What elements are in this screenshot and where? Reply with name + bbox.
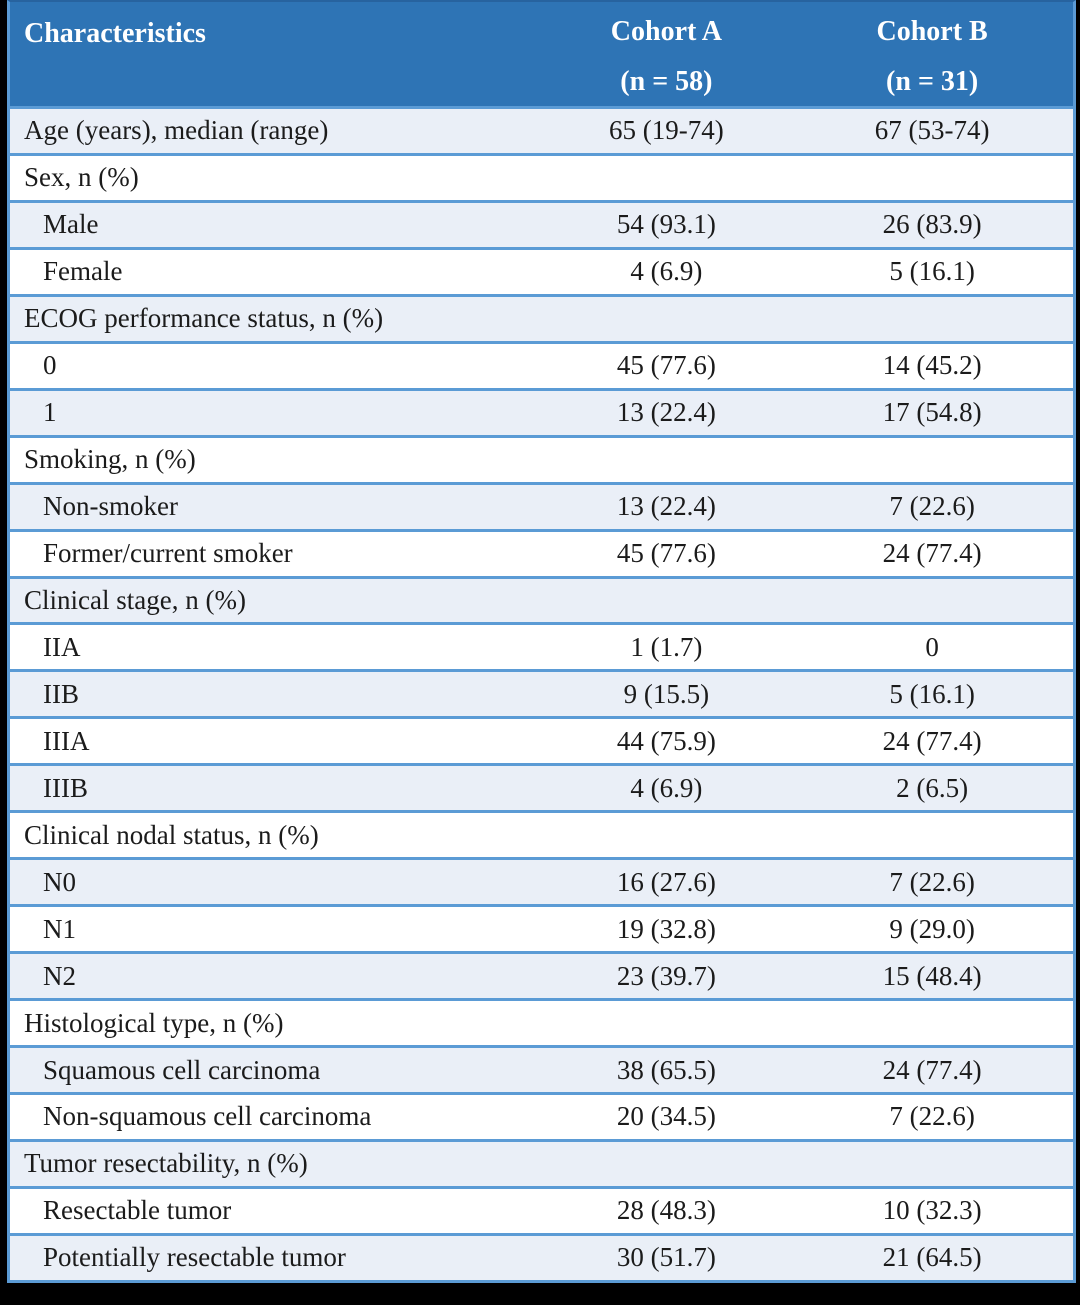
cohort-a-value: 16 (27.6) (616, 866, 716, 897)
cohort-a-value: 13 (22.4) (616, 397, 716, 428)
row-label: Clinical stage, n (%) (24, 585, 246, 615)
header-characteristics: Characteristics (24, 18, 206, 49)
table-header-row: Characteristics Cohort A (n = 58) Cohort… (10, 2, 1073, 106)
row-label: Non-squamous cell carcinoma (43, 1101, 372, 1132)
table-body: Age (years), median (range) 65 (19-74) 6… (10, 106, 1073, 1280)
cohort-a-value: 4 (6.9) (630, 256, 703, 287)
cohort-a-value: 38 (65.5) (616, 1054, 716, 1085)
cohort-a-value: 45 (77.6) (616, 538, 716, 569)
row-label: Smoking, n (%) (24, 444, 196, 475)
table-row: N2 23 (39.7) 15 (48.4) (10, 951, 1073, 999)
row-label: N1 (43, 913, 76, 944)
cohort-a-value: 20 (34.5) (616, 1101, 716, 1132)
cohort-a-value: 45 (77.6) (616, 350, 716, 381)
cohort-a-value: 13 (22.4) (616, 491, 716, 522)
cohort-a-value: 54 (93.1) (616, 209, 716, 240)
table-row: N1 19 (32.8) 9 (29.0) (10, 904, 1073, 952)
row-label: N2 (43, 960, 76, 991)
header-cohort-b-n: (n = 31) (886, 66, 979, 97)
cohort-b-value: 5 (16.1) (889, 678, 975, 709)
cohort-b-value: 24 (77.4) (882, 538, 982, 569)
cohort-a-value: 30 (51.7) (616, 1242, 716, 1273)
header-cohort-a-name: Cohort A (610, 16, 723, 47)
table-row: 1 13 (22.4) 17 (54.8) (10, 387, 1073, 435)
cohort-b-value: 0 (925, 631, 939, 662)
cohort-b-value: 67 (53-74) (874, 115, 990, 146)
header-cohort-a: Cohort A (n = 58) (542, 2, 792, 106)
cohort-b-value: 7 (22.6) (889, 1101, 975, 1132)
row-label: Age (years), median (range) (24, 115, 329, 146)
cohort-b-value: 15 (48.4) (882, 960, 982, 991)
row-label: 0 (43, 350, 57, 381)
table-row: Female 4 (6.9) 5 (16.1) (10, 246, 1073, 294)
cohort-b-value: 2 (6.5) (896, 772, 969, 803)
row-label: Clinical nodal status, n (%) (24, 819, 319, 850)
row-label: Non-smoker (43, 491, 178, 522)
cohort-a-value: 23 (39.7) (616, 960, 716, 991)
table-row: Clinical nodal status, n (%) (10, 810, 1073, 858)
cohort-b-value: 24 (77.4) (882, 725, 982, 756)
table-row: Potentially resectable tumor 30 (51.7) 2… (10, 1232, 1073, 1280)
row-label: Female (43, 256, 123, 287)
cohort-b-value: 17 (54.8) (882, 397, 982, 428)
cohort-a-value: 65 (19-74) (609, 115, 724, 146)
row-label: IIIB (43, 772, 88, 803)
row-label: N0 (43, 866, 76, 897)
table-row: N0 16 (27.6) 7 (22.6) (10, 857, 1073, 905)
table-row: IIA 1 (1.7) 0 (10, 622, 1073, 670)
table-row: Non-squamous cell carcinoma 20 (34.5) 7 … (10, 1092, 1073, 1139)
cohort-a-value: 9 (15.5) (623, 678, 710, 709)
table-row: Smoking, n (%) (10, 434, 1073, 482)
table-row: Histological type, n (%) (10, 998, 1073, 1046)
row-label: Resectable tumor (43, 1195, 232, 1226)
table-row: Male 54 (93.1) 26 (83.9) (10, 199, 1073, 247)
row-label: Potentially resectable tumor (43, 1242, 346, 1273)
row-label: Sex, n (%) (24, 162, 139, 193)
row-label: ECOG performance status, n (%) (24, 303, 384, 334)
table-row: Sex, n (%) (10, 152, 1073, 200)
cohort-b-value: 21 (64.5) (882, 1242, 982, 1273)
header-cohort-b-name: Cohort B (876, 16, 988, 47)
cohort-b-value: 7 (22.6) (889, 491, 975, 522)
cohort-b-value: 24 (77.4) (882, 1054, 982, 1085)
table-row: Resectable tumor 28 (48.3) 10 (32.3) (10, 1185, 1073, 1233)
table-row: Squamous cell carcinoma 38 (65.5) 24 (77… (10, 1045, 1073, 1093)
table-row: Tumor resectability, n (%) (10, 1138, 1073, 1186)
row-label: IIB (43, 678, 79, 709)
row-label: Squamous cell carcinoma (43, 1054, 321, 1085)
cohort-a-value: 19 (32.8) (616, 913, 716, 944)
row-label: Tumor resectability, n (%) (24, 1148, 308, 1179)
header-cohort-a-n: (n = 58) (620, 66, 713, 97)
cohort-b-value: 9 (29.0) (889, 913, 975, 944)
cohort-a-value: 44 (75.9) (616, 725, 716, 756)
table-row: IIIB 4 (6.9) 2 (6.5) (10, 763, 1073, 811)
table-row: IIB 9 (15.5) 5 (16.1) (10, 669, 1073, 717)
table-row: Former/current smoker 45 (77.6) 24 (77.4… (10, 528, 1073, 576)
row-label: Former/current smoker (43, 538, 293, 569)
table-row: IIIA 44 (75.9) 24 (77.4) (10, 716, 1073, 764)
cohort-b-value: 5 (16.1) (889, 256, 975, 287)
row-label: Histological type, n (%) (24, 1007, 284, 1038)
table-row: Age (years), median (range) 65 (19-74) 6… (10, 106, 1073, 153)
row-label: Male (43, 209, 99, 240)
table-row: Non-smoker 13 (22.4) 7 (22.6) (10, 481, 1073, 529)
row-label: IIIA (43, 725, 90, 756)
table-row: 0 45 (77.6) 14 (45.2) (10, 340, 1073, 388)
row-label: 1 (43, 397, 57, 428)
row-label: IIA (43, 631, 81, 662)
cohort-a-value: 4 (6.9) (630, 772, 703, 803)
cohort-b-value: 10 (32.3) (882, 1195, 982, 1226)
cohort-b-value: 26 (83.9) (882, 209, 982, 240)
header-cohort-b: Cohort B (n = 31) (791, 2, 1073, 106)
table-row: ECOG performance status, n (%) (10, 293, 1073, 341)
table-row: Clinical stage, n (%) (10, 575, 1073, 623)
cohort-a-value: 28 (48.3) (616, 1195, 716, 1226)
cohort-b-value: 7 (22.6) (889, 866, 975, 897)
characteristics-table: Characteristics Cohort A (n = 58) Cohort… (7, 0, 1076, 1283)
cohort-a-value: 1 (1.7) (630, 631, 703, 662)
cohort-b-value: 14 (45.2) (882, 350, 982, 381)
